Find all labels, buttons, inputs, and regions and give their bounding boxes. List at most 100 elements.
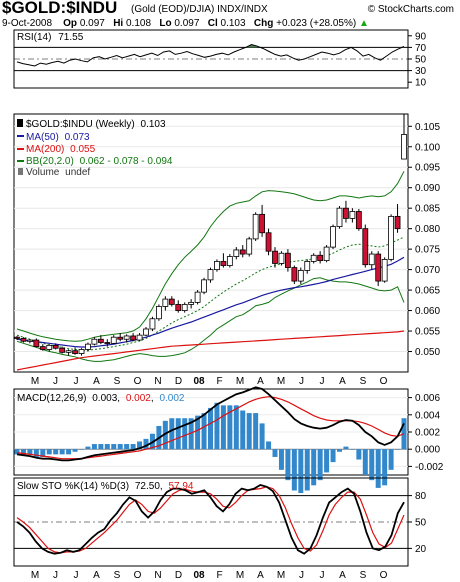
macd-signal-value: 0.002: [126, 393, 151, 404]
candle-body: [214, 261, 220, 271]
x-tick-label: F: [216, 376, 222, 387]
candle-body: [104, 342, 111, 344]
sto-label-prefix: Slow STO %K(14) %D(3): [17, 481, 129, 492]
macd-hist-bar: [253, 413, 259, 450]
candle-body: [317, 254, 324, 262]
price-y-label: 0.095: [415, 163, 440, 174]
x-tick-label: M: [31, 376, 39, 387]
macd-hist-bar: [27, 449, 33, 455]
macd-hist-bar: [111, 444, 117, 450]
macd-y-label: 0.004: [415, 410, 440, 421]
x-tick-label: J: [53, 570, 58, 581]
macd-panel: 0.006 0.004 0.002 0.000 -0.002 MACD(12,26,9)…: [13, 386, 444, 494]
macd-hist-bar: [375, 449, 381, 488]
candle-body: [336, 207, 343, 228]
candle-body: [194, 291, 201, 303]
macd-y-label: 0.002: [415, 428, 440, 439]
x-tick-label: O: [134, 570, 142, 581]
candle-body: [78, 349, 85, 354]
candle-body: [201, 279, 207, 293]
x-tick-label: O: [380, 570, 388, 581]
sto-y-label: 80: [415, 491, 427, 502]
x-tick-label: A: [257, 376, 264, 387]
candle-body: [291, 267, 298, 282]
macd-hist-bar: [14, 449, 20, 455]
legend-bb-value: 0.062 - 0.078 - 0.094: [80, 156, 173, 167]
ohlc-readout: 9-Oct-2008 Op 0.097 Hi 0.108 Lo 0.097 Cl…: [2, 18, 369, 29]
sto-k-line: [16, 484, 405, 555]
legend-bb-name: BB(20,2.0): [26, 156, 74, 167]
candle-body: [323, 246, 330, 262]
macd-hist-bar: [188, 418, 194, 450]
sto-y-ticks: 80 50 20: [408, 491, 427, 555]
macd-hist-bar: [259, 423, 265, 450]
sto-panel: 80 50 20 M J J A S O N D 08 F M A M J J A S O Slow STO %K(1…: [13, 477, 427, 581]
macd-hist-bar: [343, 446, 349, 450]
bollinger-bands: [16, 171, 405, 362]
candle-body: [330, 226, 336, 248]
macd-hist-bar: [362, 449, 368, 475]
macd-hist-bar: [266, 441, 272, 450]
macd-hist-value: 0.002: [159, 393, 184, 404]
price-y-label: 0.065: [415, 286, 440, 297]
sto-y-label: 20: [415, 544, 427, 555]
x-tick-label: S: [114, 376, 121, 387]
legend-ma50-value: 0.073: [65, 132, 90, 143]
candle-body: [239, 249, 246, 255]
candle-body: [46, 344, 53, 350]
chart-header: $GOLD:$INDU (Gold (EOD)/DJIA) INDX/INDX …: [0, 0, 460, 36]
x-tick-label: S: [360, 570, 367, 581]
candle-body: [130, 335, 137, 341]
candle-body: [97, 338, 104, 343]
open-label: Op: [63, 18, 78, 29]
date-label: 9-Oct-2008: [2, 18, 53, 29]
ma50-line: [16, 256, 405, 348]
x-tick-label: M: [277, 570, 285, 581]
candle-body: [155, 306, 162, 320]
ma200-line: [16, 330, 405, 371]
price-y-label: 0.060: [415, 306, 440, 317]
macd-hist-bar: [124, 444, 130, 450]
sto-lines: [16, 484, 405, 555]
low-label: Lo: [159, 18, 172, 29]
x-tick-label: D: [175, 376, 182, 387]
macd-hist-bar: [330, 449, 336, 463]
x-tick-label: O: [134, 376, 142, 387]
macd-hist-bar: [356, 449, 362, 460]
legend-bb: BB(20,2.0) 0.062 - 0.078 - 0.094: [26, 156, 173, 167]
candle-body: [39, 346, 46, 350]
price-y-label: 0.080: [415, 224, 440, 235]
high-label: Hi: [113, 18, 124, 29]
macd-hist-bar: [79, 449, 84, 450]
candle-body: [72, 350, 78, 354]
rsi-y-label: 30: [415, 66, 427, 77]
macd-hist-bar: [104, 444, 110, 450]
candle-body: [368, 253, 375, 266]
macd-hist-bar: [20, 449, 26, 455]
rsi-y-label: 90: [415, 31, 427, 42]
macd-hist-bar: [40, 449, 46, 457]
macd-hist-bar: [162, 420, 168, 450]
macd-hist-bar: [143, 438, 149, 450]
x-tick-label: M: [236, 376, 244, 387]
rsi-gridlines: [14, 46, 408, 72]
legend-volume-name: Volume: [26, 167, 60, 178]
legend-price-last: 0.103: [141, 119, 166, 130]
legend-ma200-name: MA(200): [26, 144, 64, 155]
price-y-ticks: 0.050 0.055 0.060 0.065 0.070 0.075 0.080 0.085…: [408, 122, 440, 358]
x-tick-label: F: [216, 570, 222, 581]
legend-swatch-volume: [18, 168, 23, 175]
x-tick-label: M: [277, 376, 285, 387]
candle-body: [349, 211, 356, 219]
candle-body: [168, 298, 175, 305]
macd-label-value: 0.003: [92, 393, 117, 404]
candle-body: [252, 213, 259, 240]
candle-body: [381, 258, 388, 282]
x-tick-label: S: [114, 570, 121, 581]
candlesticks: [14, 114, 407, 356]
macd-hist-bar: [201, 413, 207, 450]
macd-hist-bar: [324, 449, 330, 473]
candle-body: [310, 254, 317, 262]
